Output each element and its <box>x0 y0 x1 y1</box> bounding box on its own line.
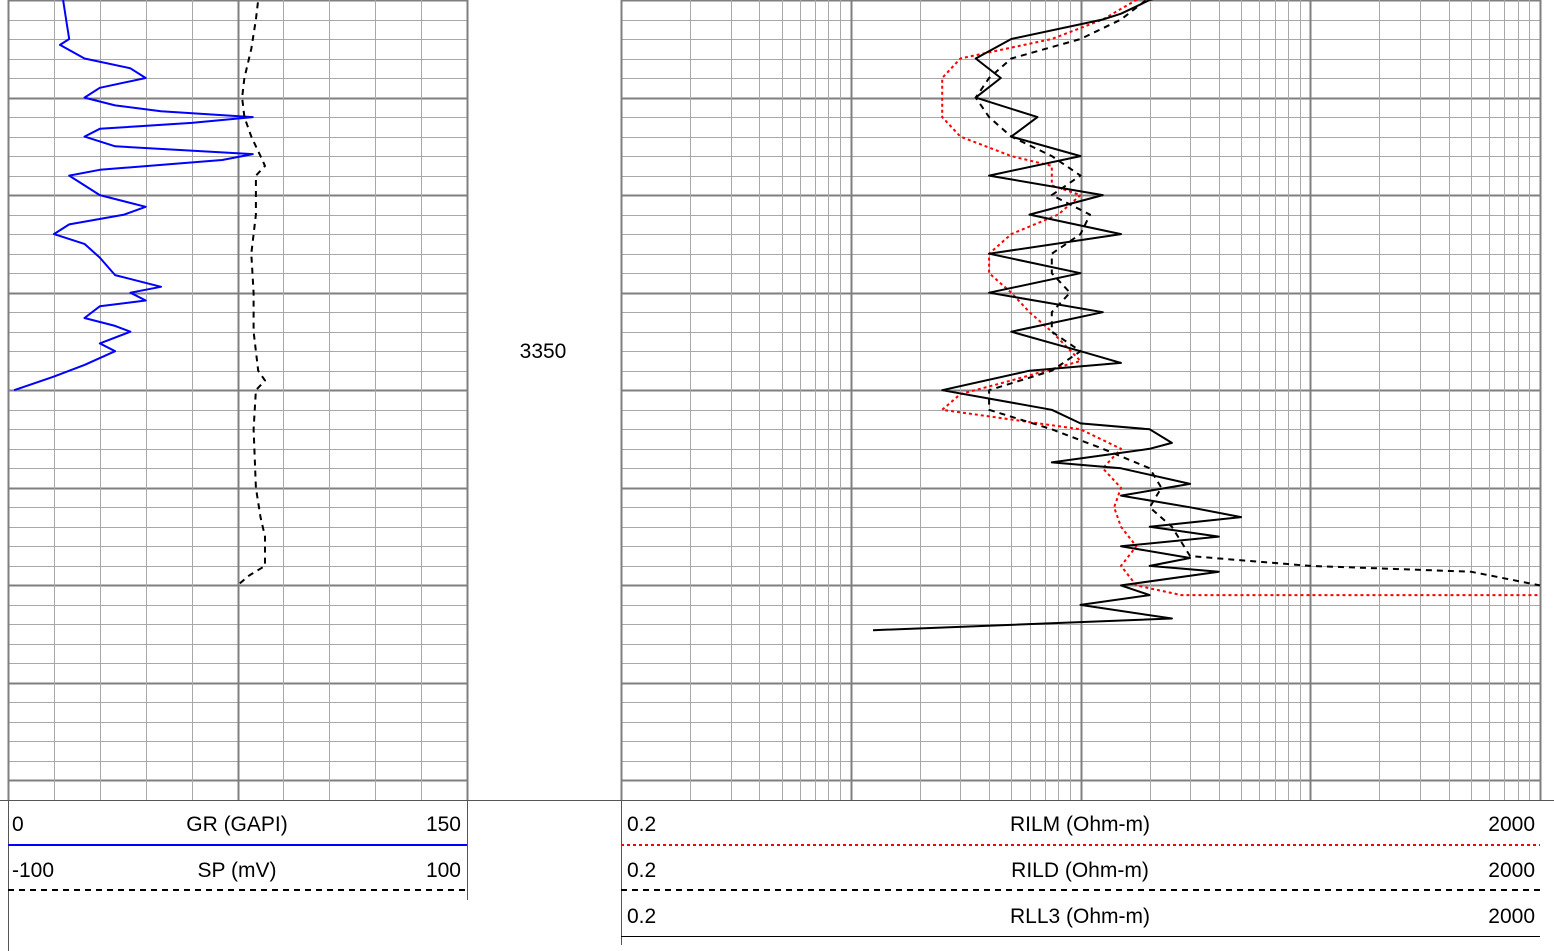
rild-max-label: 2000 <box>1488 859 1535 882</box>
curve-rilm <box>941 0 1540 597</box>
track-headers: 0 GR (GAPI) 150 -100 SP (mV) 100 0.2 RIL… <box>0 800 1554 951</box>
curve-rll3 <box>872 0 1243 632</box>
rilm-max-label: 2000 <box>1488 813 1535 836</box>
rll3-min-label: 0.2 <box>627 905 656 928</box>
sp-min-label: -100 <box>12 859 54 882</box>
header-rules <box>0 800 1554 951</box>
gr-curve-name: GR (GAPI) <box>186 813 288 836</box>
rilm-curve-name: RILM (Ohm-m) <box>1010 813 1150 836</box>
rild-curve-name: RILD (Ohm-m) <box>1011 859 1149 882</box>
sp-max-label: 100 <box>426 859 461 882</box>
log-curves <box>13 0 1541 632</box>
track1-header: 0 GR (GAPI) 150 -100 SP (mV) 100 <box>12 813 461 882</box>
grid-lines <box>7 0 1542 800</box>
depth-label: 3350 <box>520 340 567 363</box>
rll3-max-label: 2000 <box>1488 905 1535 928</box>
sp-curve-name: SP (mV) <box>198 859 277 882</box>
rild-min-label: 0.2 <box>627 859 656 882</box>
track2-header: 0.2 RILM (Ohm-m) 2000 0.2 RILD (Ohm-m) 2… <box>627 813 1535 928</box>
rilm-min-label: 0.2 <box>627 813 656 836</box>
curve-sp <box>236 0 266 587</box>
gr-max-label: 150 <box>426 813 461 836</box>
rll3-curve-name: RLL3 (Ohm-m) <box>1010 905 1150 928</box>
curve-gr <box>13 0 254 392</box>
gr-min-label: 0 <box>12 813 24 836</box>
